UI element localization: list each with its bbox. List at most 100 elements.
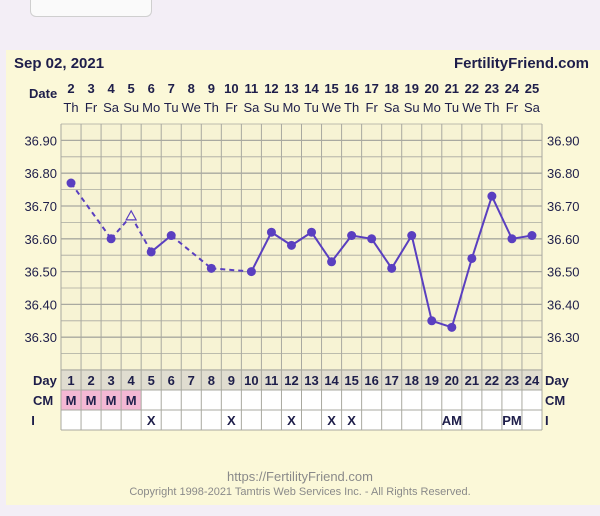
footer-copyright: Copyright 1998-2021 Tamtris Web Services… <box>129 486 471 498</box>
weekday-label: We <box>322 100 341 115</box>
weekday-label: Su <box>123 100 139 115</box>
weekday-label: Sa <box>524 100 541 115</box>
temperature-point <box>166 231 176 241</box>
weekday-label: Mo <box>282 100 300 115</box>
cycle-day: 7 <box>188 373 195 388</box>
cycle-day: 20 <box>445 373 459 388</box>
y-tick-label-right: 36.50 <box>547 265 580 280</box>
temperature-point <box>286 240 296 250</box>
temperature-point <box>66 178 76 188</box>
temperature-point <box>266 227 276 237</box>
temperature-point <box>347 231 357 241</box>
y-tick-label-right: 36.80 <box>547 166 580 181</box>
weekday-label: Mo <box>423 100 441 115</box>
cm-cell-fill <box>81 390 102 410</box>
date-number: 23 <box>485 81 499 96</box>
temperature-line <box>370 238 393 269</box>
date-number: 10 <box>224 81 238 96</box>
temperature-point <box>387 263 397 273</box>
day-row-label-left: Day <box>33 373 58 388</box>
temperature-line <box>490 195 513 240</box>
date-number: 13 <box>284 81 298 96</box>
temperature-point <box>307 227 317 237</box>
footer-url[interactable]: https://FertilityFriend.com <box>227 469 373 484</box>
intercourse-mark: AM <box>442 413 462 428</box>
temperature-point <box>327 257 337 267</box>
date-number: 3 <box>87 81 94 96</box>
date-number: 6 <box>148 81 155 96</box>
y-tick-label-right: 36.70 <box>547 199 580 214</box>
i-row-label-left: I <box>31 413 35 428</box>
date-number: 25 <box>525 81 539 96</box>
date-number: 17 <box>364 81 378 96</box>
top-panel-fragment <box>30 0 152 17</box>
date-number: 2 <box>67 81 74 96</box>
temperature-line <box>250 231 273 273</box>
intercourse-mark: X <box>227 413 236 428</box>
cycle-day: 2 <box>87 373 94 388</box>
temperature-line-dashed <box>70 182 112 240</box>
y-tick-label-left: 36.60 <box>24 232 57 247</box>
temperature-point <box>527 231 537 241</box>
date-number: 8 <box>188 81 195 96</box>
cycle-day: 5 <box>148 373 155 388</box>
weekday-label: Th <box>484 100 499 115</box>
weekday-label: We <box>182 100 201 115</box>
temperature-line <box>450 258 473 328</box>
temperature-point <box>407 231 417 241</box>
cycle-day: 16 <box>364 373 378 388</box>
weekday-label: We <box>462 100 481 115</box>
cycle-day: 17 <box>384 373 398 388</box>
y-tick-label-left: 36.50 <box>24 265 57 280</box>
cycle-day: 14 <box>324 373 339 388</box>
cm-row-label-right: CM <box>545 393 565 408</box>
brand-name[interactable]: FertilityFriend.com <box>454 55 589 72</box>
date-number: 14 <box>304 81 319 96</box>
temperature-point <box>206 263 216 273</box>
date-number: 19 <box>404 81 418 96</box>
y-tick-label-right: 36.60 <box>547 232 580 247</box>
cycle-day: 8 <box>208 373 215 388</box>
day-row-label-right: Day <box>545 373 570 388</box>
weekday-label: Fr <box>225 100 238 115</box>
cycle-day: 4 <box>128 373 136 388</box>
temperature-line-dashed <box>130 215 153 253</box>
intercourse-mark: X <box>347 413 356 428</box>
temperature-line <box>410 235 433 322</box>
date-number: 7 <box>168 81 175 96</box>
cm-cell-fill <box>121 390 142 410</box>
cycle-day: 19 <box>425 373 439 388</box>
weekday-label: Th <box>344 100 359 115</box>
cm-entry: M <box>126 393 137 408</box>
y-tick-label-left: 36.30 <box>24 330 57 345</box>
temperature-line <box>330 234 353 263</box>
temperature-point <box>146 247 156 257</box>
y-tick-label-right: 36.30 <box>547 330 580 345</box>
cycle-day: 11 <box>265 373 279 388</box>
temperature-line-dashed <box>211 267 252 273</box>
date-number: 15 <box>324 81 338 96</box>
cycle-day: 24 <box>525 373 540 388</box>
temperature-point <box>487 191 497 201</box>
temperature-point <box>106 234 116 244</box>
cycle-day: 6 <box>168 373 175 388</box>
i-row-label-right: I <box>545 413 549 428</box>
intercourse-mark: X <box>287 413 296 428</box>
cycle-day: 18 <box>404 373 418 388</box>
weekday-label: Mo <box>142 100 160 115</box>
cycle-day: 22 <box>485 373 499 388</box>
y-tick-label-left: 36.80 <box>24 166 57 181</box>
cycle-day: 9 <box>228 373 235 388</box>
weekday-label: Fr <box>366 100 379 115</box>
temperature-point <box>467 253 477 263</box>
cycle-day: 13 <box>304 373 318 388</box>
weekday-label: Su <box>263 100 279 115</box>
y-tick-label-left: 36.70 <box>24 199 57 214</box>
cycle-day: 12 <box>284 373 298 388</box>
cycle-day: 1 <box>67 373 74 388</box>
cm-cell-fill <box>61 390 82 410</box>
temperature-line <box>310 231 333 263</box>
cycle-day: 3 <box>107 373 114 388</box>
intercourse-mark: PM <box>502 413 522 428</box>
y-tick-label-left: 36.90 <box>24 133 57 148</box>
